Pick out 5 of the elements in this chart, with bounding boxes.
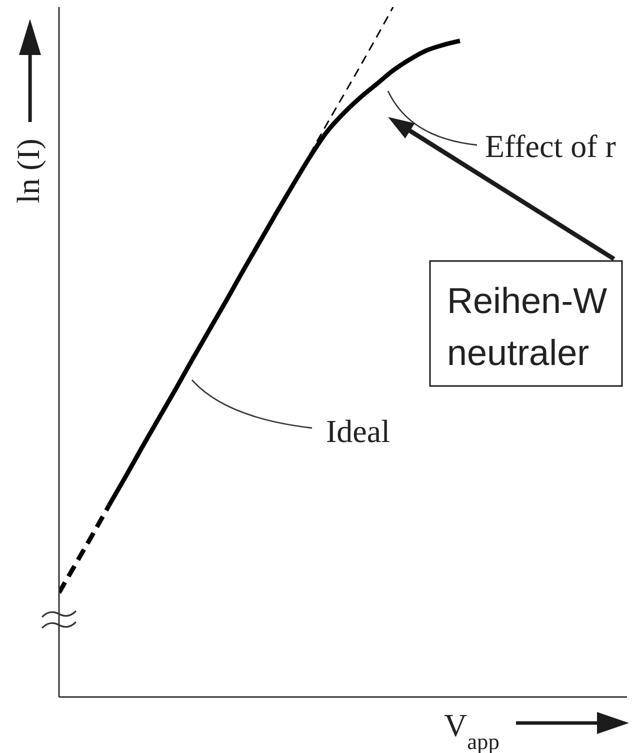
y-axis-title: ln (I)	[10, 138, 46, 204]
annotation: Effect of r	[485, 128, 616, 164]
annotation: Reihen-W neutraler	[447, 280, 608, 373]
x-axis-title: V$_{app}$	[444, 707, 500, 753]
annotation: Ideal	[326, 413, 390, 449]
